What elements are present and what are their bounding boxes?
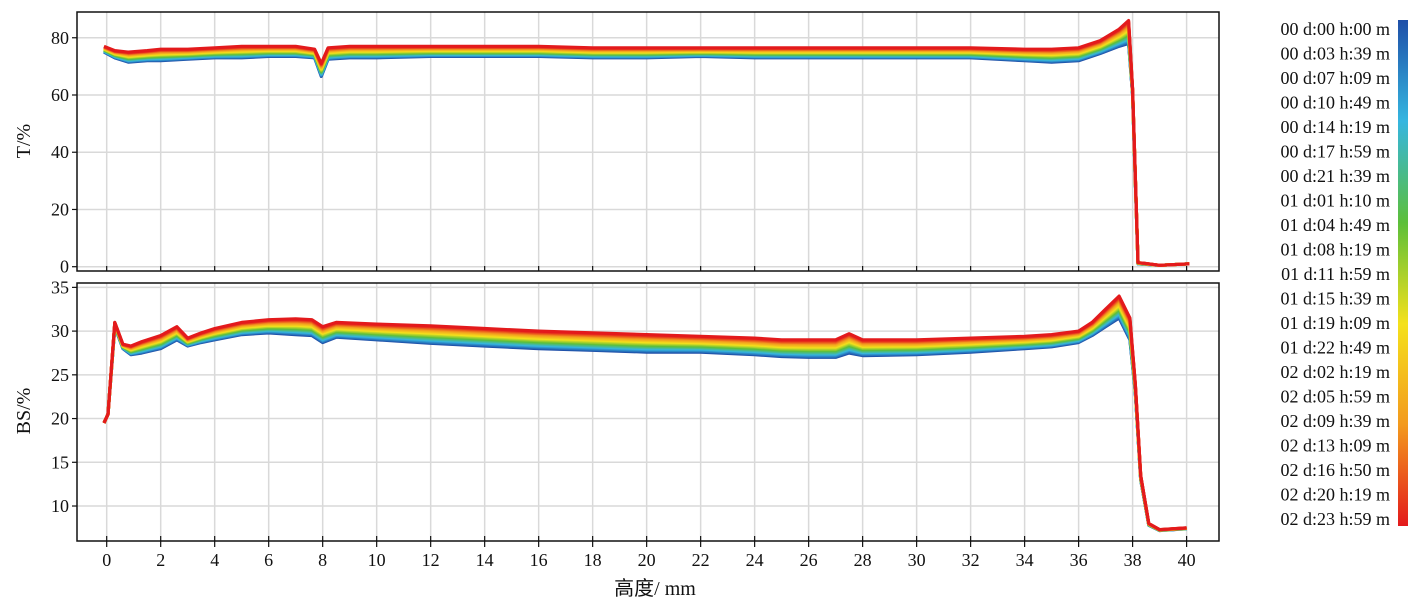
legend-label: 01 d:08 h:19 m (1280, 240, 1390, 260)
legend-label: 01 d:04 h:49 m (1280, 215, 1390, 235)
x-tick-label: 12 (422, 550, 440, 570)
y-tick-label: 10 (51, 496, 69, 516)
legend-label: 01 d:01 h:10 m (1280, 191, 1390, 211)
x-tick-label: 14 (476, 550, 494, 570)
x-tick-label: 32 (962, 550, 980, 570)
y-tick-label: 0 (60, 257, 69, 277)
x-tick-label: 36 (1070, 550, 1088, 570)
x-tick-label: 16 (530, 550, 548, 570)
x-tick-label: 24 (746, 550, 764, 570)
legend-label: 01 d:22 h:49 m (1280, 338, 1390, 358)
legend-label: 01 d:15 h:39 m (1280, 289, 1390, 309)
x-axis-title: 高度/ mm (614, 577, 696, 600)
y-tick-label: 60 (51, 85, 69, 105)
y-tick-label: 15 (51, 452, 69, 472)
legend-label: 00 d:10 h:49 m (1280, 93, 1390, 113)
x-tick-label: 30 (908, 550, 926, 570)
x-tick-label: 28 (854, 550, 872, 570)
legend-label: 00 d:03 h:39 m (1280, 44, 1390, 64)
x-tick-label: 20 (638, 550, 656, 570)
legend-label: 00 d:00 h:00 m (1280, 19, 1390, 39)
y-tick-label: 35 (51, 277, 69, 297)
legend-label: 00 d:17 h:59 m (1280, 142, 1390, 162)
legend-label: 02 d:13 h:09 m (1280, 436, 1390, 456)
y-axis-title-backscattering: BS/% (13, 388, 35, 435)
x-tick-label: 34 (1016, 550, 1034, 570)
x-tick-label: 38 (1124, 550, 1142, 570)
legend-label: 01 d:11 h:59 m (1281, 264, 1390, 284)
legend-color-bar (1398, 20, 1408, 526)
legend-label: 02 d:16 h:50 m (1280, 460, 1390, 480)
y-tick-label: 20 (51, 199, 69, 219)
legend-label: 00 d:14 h:19 m (1280, 117, 1390, 137)
legend-label: 02 d:02 h:19 m (1280, 362, 1390, 382)
profile-curves (102, 294, 1187, 533)
time-legend: 00 d:00 h:00 m 00 d:03 h:39 m 00 d:07 h:09… (1280, 19, 1408, 529)
y-axis-title-transmission: T/% (13, 124, 35, 158)
y-tick-label: 25 (51, 365, 69, 385)
profile-curves (103, 19, 1190, 267)
transmission-panel: 0 20 40 60 80 (51, 11, 1220, 277)
x-tick-label: 4 (210, 550, 219, 570)
y-tick-label: 30 (51, 321, 69, 341)
backscattering-panel: 10 15 20 25 30 35 (51, 277, 1220, 542)
x-tick-label: 8 (318, 550, 327, 570)
x-tick-label: 18 (584, 550, 602, 570)
plot-frame (76, 11, 1220, 272)
x-tick-label: 26 (800, 550, 818, 570)
legend-label: 02 d:23 h:59 m (1280, 509, 1390, 529)
profile-curve-21 (103, 19, 1190, 267)
y-tick-label: 40 (51, 142, 69, 162)
legend-label: 00 d:07 h:09 m (1280, 68, 1390, 88)
y-tick-label: 20 (51, 409, 69, 429)
x-tick-label: 22 (692, 550, 710, 570)
x-tick-label: 40 (1178, 550, 1196, 570)
plot-frame (76, 282, 1220, 542)
profile-curve-21 (102, 294, 1187, 532)
x-axis: 0 2 4 6 8 10 12 14 16 18 20 22 24 26 28 30 32 34 36 38 40 (102, 541, 1196, 570)
x-tick-label: 2 (156, 550, 165, 570)
legend-label: 02 d:20 h:19 m (1280, 485, 1390, 505)
y-tick-label: 80 (51, 28, 69, 48)
x-tick-label: 10 (368, 550, 386, 570)
legend-label: 02 d:05 h:59 m (1280, 387, 1390, 407)
x-tick-label: 0 (102, 550, 111, 570)
legend-label: 02 d:09 h:39 m (1280, 411, 1390, 431)
legend-label: 00 d:21 h:39 m (1280, 166, 1390, 186)
legend-label: 01 d:19 h:09 m (1280, 313, 1390, 333)
x-tick-label: 6 (264, 550, 273, 570)
